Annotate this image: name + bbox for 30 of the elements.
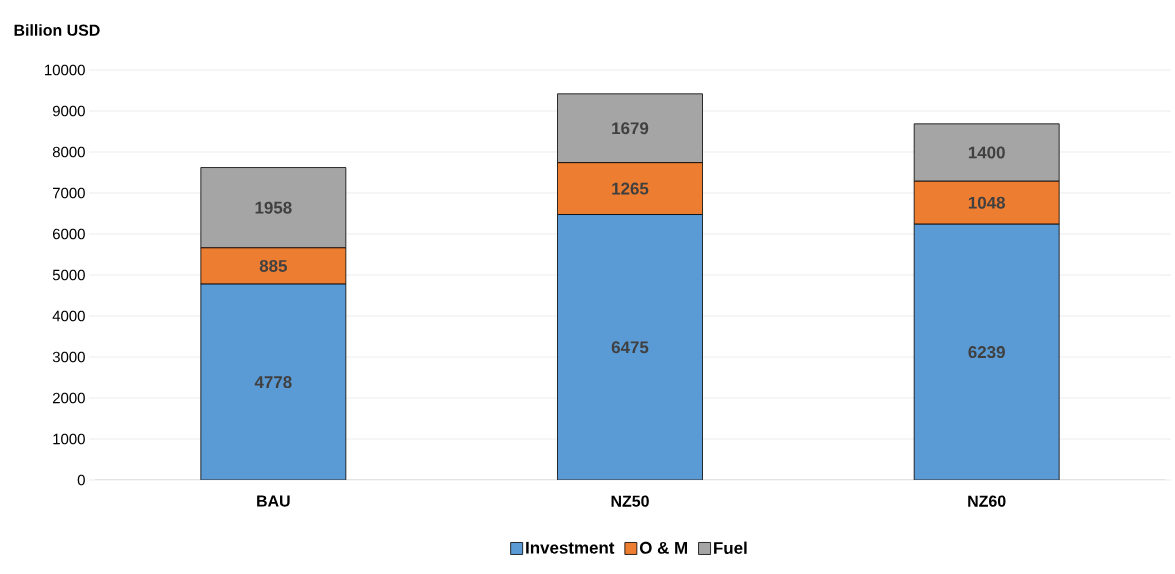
y-tick-label: 9000	[52, 105, 85, 117]
y-tick-label: 1000	[53, 433, 85, 445]
data-label: 4778	[254, 376, 292, 389]
y-axis-title: Billion USD	[14, 24, 100, 36]
y-tick-label: 5000	[52, 269, 85, 281]
data-label: 1048	[968, 196, 1005, 209]
y-tick-label: 7000	[53, 187, 85, 199]
bar	[913, 223, 1060, 480]
legend-label: O & M	[639, 541, 688, 554]
y-tick-label: 2000	[52, 392, 85, 404]
legend-label: Fuel	[714, 541, 747, 555]
data-label: 885	[259, 259, 287, 272]
y-tick-label: 0	[77, 474, 85, 486]
y-tick-label: 8000	[52, 146, 85, 158]
bar	[557, 214, 703, 480]
data-label: 1679	[612, 122, 649, 135]
x-tick-label: NZ50	[611, 495, 649, 507]
y-tick-label: 6000	[53, 228, 85, 240]
x-tick-label: BAU	[257, 495, 290, 507]
y-tick-label: 4000	[52, 310, 85, 322]
y-tick-label: 3000	[52, 351, 85, 363]
data-label: 1400	[968, 146, 1005, 159]
data-label: 6239	[968, 346, 1005, 359]
bar	[200, 283, 347, 480]
y-tick-label: 10000	[45, 64, 85, 76]
data-label: 1958	[255, 201, 292, 214]
data-label: 6475	[611, 341, 649, 354]
data-label: 1265	[612, 182, 649, 195]
x-tick-label: NZ60	[968, 495, 1006, 507]
legend-label: Investment	[526, 541, 615, 554]
